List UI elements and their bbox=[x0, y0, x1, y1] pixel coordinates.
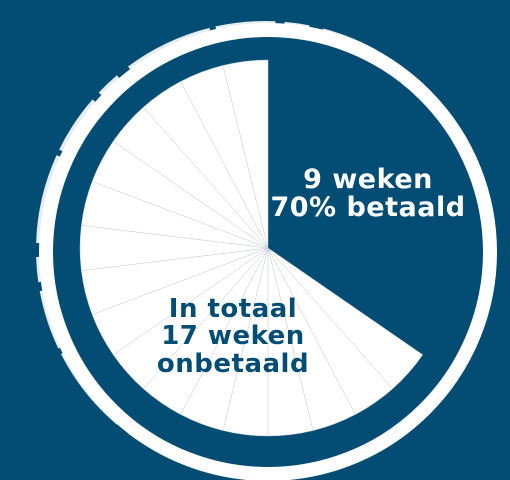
paid-weeks-label-line-1: 9 weken bbox=[303, 164, 433, 195]
unpaid-weeks-label: In totaal 17 weken onbetaald bbox=[138, 294, 328, 379]
outer-ring-texture bbox=[36, 21, 494, 479]
unpaid-weeks-label-line-2: 17 weken bbox=[161, 321, 305, 352]
unpaid-weeks-label-line-3: onbetaald bbox=[156, 348, 310, 379]
paid-weeks-label: 9 weken 70% betaald bbox=[268, 164, 468, 224]
unpaid-week-slice-17 bbox=[222, 59, 269, 249]
paid-weeks-label-line-2: 70% betaald bbox=[270, 192, 466, 224]
unpaid-weeks-label-line-1: In totaal bbox=[168, 294, 298, 324]
